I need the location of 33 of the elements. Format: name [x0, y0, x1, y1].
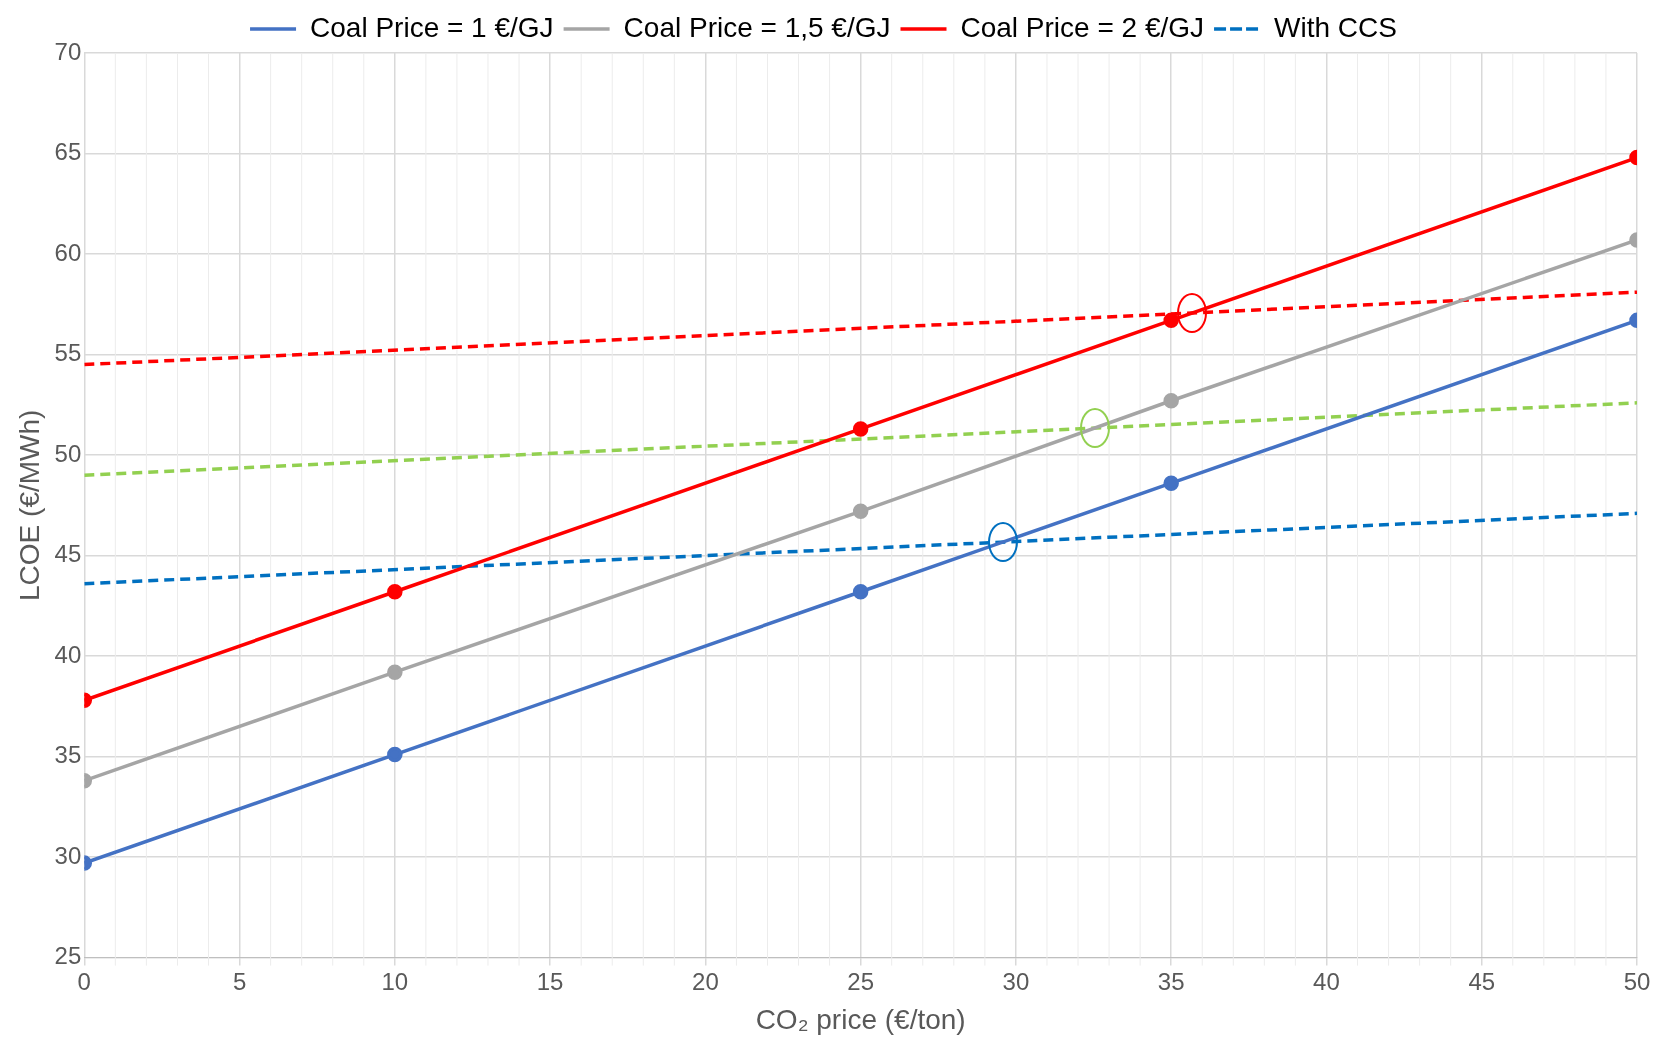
x-tick-label: 35 [1157, 967, 1185, 995]
legend-label: Coal Price = 1,5 €/GJ [623, 11, 891, 43]
x-tick-label: 20 [692, 967, 719, 995]
y-tick-label: 30 [54, 841, 82, 869]
x-tick-label: 15 [536, 967, 564, 995]
y-tick-label: 40 [54, 640, 82, 668]
y-tick-label: 50 [54, 439, 82, 467]
y-tick-label: 45 [54, 540, 82, 568]
x-tick-label: 30 [1002, 967, 1030, 995]
y-tick-label: 70 [54, 37, 82, 65]
x-tick-label: 40 [1313, 967, 1340, 995]
legend-label: With CCS [1274, 11, 1397, 43]
x-tick-label: 50 [1623, 967, 1651, 995]
legend-label: Coal Price = 2 €/GJ [960, 11, 1205, 43]
point [852, 583, 869, 600]
x-axis-title: CO₂ price (€/ton) [755, 1003, 966, 1035]
y-axis-title: LCOE (€/MWh) [13, 409, 45, 601]
point [1163, 312, 1179, 329]
y-tick-label: 25 [54, 942, 82, 970]
point [852, 503, 869, 520]
point [852, 421, 869, 437]
x-tick-label: 10 [381, 967, 409, 995]
y-tick-label: 55 [54, 339, 82, 367]
y-tick-label: 60 [54, 238, 82, 266]
point [1163, 475, 1179, 491]
x-tick-label: 0 [77, 967, 91, 995]
y-tick-label: 65 [54, 138, 82, 166]
x-tick-label: 25 [847, 967, 874, 995]
legend-label: Coal Price = 1 €/GJ [310, 11, 554, 43]
y-tick-label: 35 [54, 741, 82, 769]
point [1163, 393, 1179, 409]
x-tick-label: 5 [232, 967, 247, 995]
x-tick-label: 45 [1468, 967, 1496, 995]
